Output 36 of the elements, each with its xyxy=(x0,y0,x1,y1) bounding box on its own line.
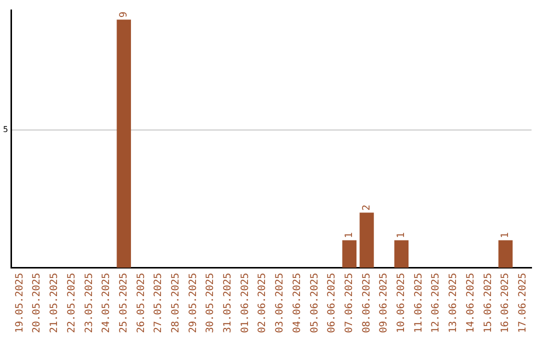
x-tick-label: 02.06.2025 xyxy=(257,272,268,334)
y-tick-label: 5 xyxy=(2,125,8,134)
x-tick-label: 26.05.2025 xyxy=(136,272,147,334)
x-tick-label: 25.05.2025 xyxy=(118,272,130,334)
data-label: 1 xyxy=(396,232,408,238)
x-tick-label: 23.05.2025 xyxy=(84,272,95,334)
x-tick-label: 21.05.2025 xyxy=(49,272,60,334)
x-tick-label: 27.05.2025 xyxy=(153,272,164,334)
x-tick-label: 15.06.2025 xyxy=(482,272,494,334)
x-tick-label: 28.05.2025 xyxy=(170,272,182,334)
x-tick-label: 04.06.2025 xyxy=(292,272,303,334)
x-tick-label: 31.05.2025 xyxy=(222,272,234,334)
x-tick-label: 12.06.2025 xyxy=(430,272,442,334)
x-tick-label: 10.06.2025 xyxy=(396,272,408,334)
data-label: 2 xyxy=(361,204,372,211)
x-tick-label: 14.06.2025 xyxy=(465,272,476,334)
x-tick-label: 22.05.2025 xyxy=(66,272,78,334)
x-tick-label: 16.06.2025 xyxy=(500,272,512,334)
x-tick-label: 09.06.2025 xyxy=(378,272,390,334)
x-tick-label: 17.06.2025 xyxy=(517,272,528,334)
x-tick-label: 06.06.2025 xyxy=(326,272,338,334)
data-label: 9 xyxy=(118,12,130,18)
x-tick-label: 07.06.2025 xyxy=(344,272,355,334)
x-tick-label: 11.06.2025 xyxy=(413,272,424,334)
x-tick-label: 30.05.2025 xyxy=(205,272,216,334)
x-tick-label: 01.06.2025 xyxy=(240,272,251,334)
x-tick-label: 20.05.2025 xyxy=(32,272,43,334)
x-tick-label: 03.06.2025 xyxy=(274,272,286,334)
x-tick-label: 08.06.2025 xyxy=(361,272,372,334)
x-tick-label: 05.06.2025 xyxy=(309,272,320,334)
x-tick-label: 29.05.2025 xyxy=(188,272,199,334)
data-label: 1 xyxy=(500,232,512,238)
x-tick-label: 13.06.2025 xyxy=(448,272,460,334)
x-tick-label: 19.05.2025 xyxy=(14,272,26,334)
data-label: 1 xyxy=(344,232,355,238)
x-tick-label: 24.05.2025 xyxy=(101,272,112,334)
